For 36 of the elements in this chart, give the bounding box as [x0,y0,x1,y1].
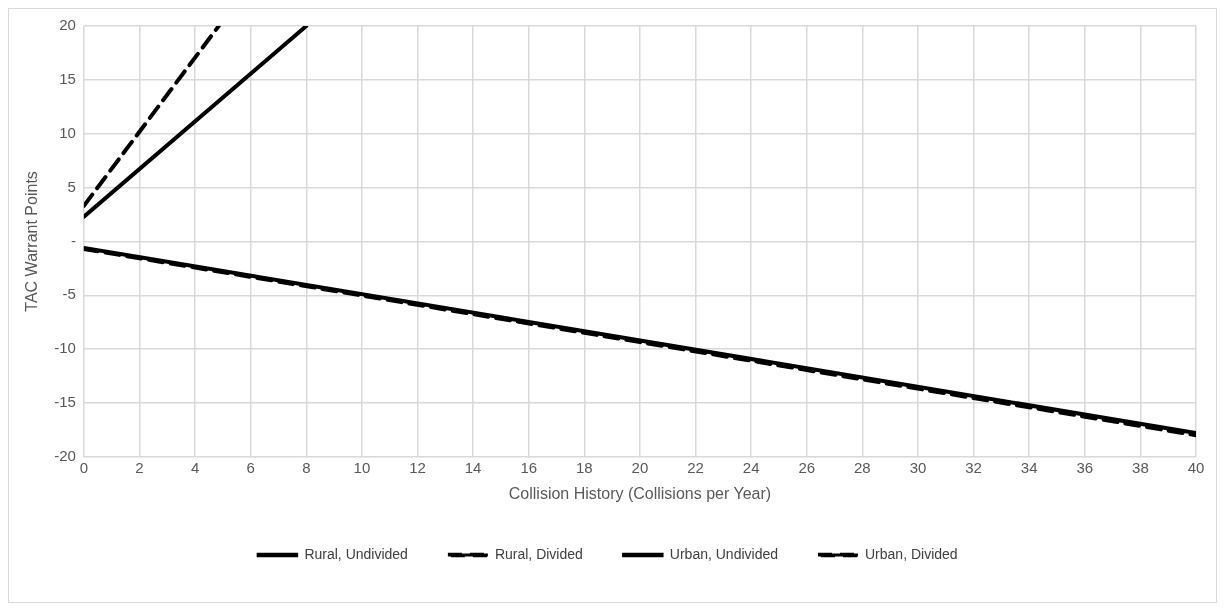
x-tick-label: 0 [79,458,89,476]
y-tick-label: 5 [67,177,76,195]
x-axis-title: Collision History (Collisions per Year) [508,484,772,502]
x-tick-label: 22 [687,458,704,476]
x-tick-label: 10 [353,458,371,476]
x-tick-label: 40 [1187,458,1205,476]
x-tick-label: 38 [1132,458,1149,476]
y-axis-title: TAC Warrant Points [23,171,41,312]
y-tick-label: -10 [54,339,76,357]
y-tick-label: 10 [59,123,76,141]
legend-label: Urban, Divided [865,545,958,562]
x-tick-label: 34 [1020,458,1038,476]
y-tick-label: -5 [62,285,76,303]
x-tick-label: 16 [520,458,538,476]
x-tick-label: 14 [464,458,482,476]
x-tick-label: 24 [742,458,760,476]
x-tick-label: 20 [631,458,649,476]
x-tick-label: 36 [1076,458,1094,476]
y-tick-label: - [70,231,76,249]
legend-label: Rural, Undivided [304,545,408,562]
y-tick-label: -20 [54,446,76,464]
x-tick-label: 28 [854,458,871,476]
x-tick-label: 2 [135,458,144,476]
legend-label: Urban, Undivided [669,545,778,562]
x-tick-label: 4 [190,458,200,476]
y-tick-label: 20 [59,16,76,34]
y-tick-label: 15 [59,69,76,87]
x-tick-label: 32 [965,458,982,476]
x-tick-label: 18 [575,458,593,476]
x-tick-label: 8 [302,458,311,476]
x-tick-label: 26 [798,458,816,476]
y-tick-label: -15 [54,393,76,411]
x-tick-label: 30 [909,458,927,476]
x-tick-label: 6 [246,458,255,476]
legend-label: Rural, Divided [494,545,583,562]
x-tick-label: 12 [409,458,426,476]
